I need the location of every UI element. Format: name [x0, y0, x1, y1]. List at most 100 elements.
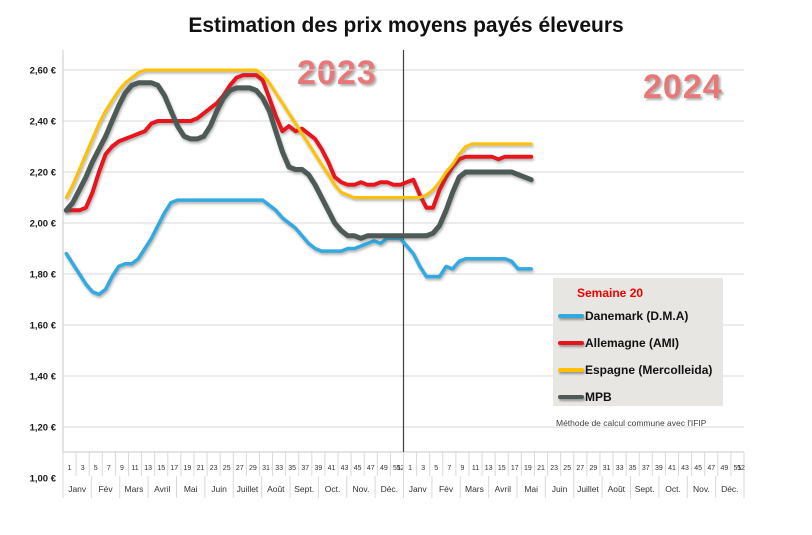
legend-item-label: Allemagne (AMI) [585, 335, 680, 350]
week-number-label: 41 [668, 465, 676, 472]
espagne-line-swatch-icon [558, 367, 584, 372]
week-number-label: 31 [603, 465, 611, 472]
week-number-label: 31 [262, 465, 270, 472]
week-number-label: 27 [236, 465, 244, 472]
y-axis-label: 2,60 € [30, 66, 57, 77]
month-label: Janv [409, 484, 428, 494]
month-label: Juillet [237, 484, 259, 494]
week-number-label: 51 [393, 465, 401, 472]
week-number-label: 33 [275, 465, 283, 472]
legend-header: Semaine 20 [577, 286, 644, 300]
week-number-label: 1 [408, 465, 412, 472]
week-number-label: 39 [314, 465, 322, 472]
series-line-espagne-mercolleida [64, 68, 533, 199]
week-number-label: 17 [170, 465, 178, 472]
y-axis-label: 2,20 € [30, 168, 57, 179]
week-number-label: 3 [81, 465, 85, 472]
week-number-label: 49 [720, 465, 728, 472]
week-number-label: 45 [694, 465, 702, 472]
week-number-label: 17 [511, 465, 519, 472]
month-label: Déc. [381, 484, 398, 494]
week-number-label: 19 [184, 465, 192, 472]
danemark-line-swatch-icon [558, 313, 584, 318]
week-number-label: 33 [616, 465, 624, 472]
legend-item-label: Espagne (Mercolleida) [585, 362, 713, 377]
week-number-label: 25 [223, 465, 231, 472]
month-label: Août [608, 484, 626, 494]
y-axis-label: 1,00 € [30, 474, 57, 485]
week-number-label: 11 [472, 465, 479, 472]
month-label: Mai [524, 484, 538, 494]
month-label: Oct. [665, 484, 681, 494]
legend-item-allemagne: Allemagne (AMI) [558, 329, 723, 356]
month-label: Déc. [721, 484, 738, 494]
series-line-allemagne-ami [64, 73, 534, 213]
week-number-label: 9 [460, 465, 464, 472]
legend-item-mpb: MPB [558, 383, 723, 410]
week-number-label: 47 [707, 465, 715, 472]
week-number-label: 13 [144, 465, 152, 472]
week-number-label: 7 [107, 465, 111, 472]
month-label: Avril [154, 484, 170, 494]
month-label: Nov. [693, 484, 710, 494]
week-number-label: 35 [288, 465, 296, 472]
week-number-label: 49 [380, 465, 388, 472]
week-number-label: 37 [642, 465, 650, 472]
series-line-danemark-d-m-a [64, 198, 533, 297]
legend-item-label: MPB [585, 389, 612, 404]
y-axis-label: 1,20 € [30, 423, 57, 434]
week-number-label: 15 [157, 465, 165, 472]
year-label-2023: 2023 [297, 54, 377, 92]
legend-item-espagne: Espagne (Mercolleida) [558, 356, 723, 383]
month-label: Nov. [353, 484, 370, 494]
month-label: Mars [124, 484, 143, 494]
week-number-label: 51 [734, 465, 742, 472]
legend-box: Semaine 20 Danemark (D.M.A) Allemagne (A… [553, 278, 723, 406]
week-number-label: 25 [563, 465, 571, 472]
week-number-label: 52 [737, 465, 745, 472]
week-number-label: 21 [197, 465, 205, 472]
month-label: Fév [98, 484, 113, 494]
week-number-label: 23 [210, 465, 218, 472]
week-number-label: 39 [655, 465, 663, 472]
week-number-label: 52 [397, 465, 405, 472]
week-number-label: 43 [681, 465, 689, 472]
week-number-label: 9 [120, 465, 124, 472]
month-label: Mai [184, 484, 198, 494]
week-number-label: 13 [485, 465, 493, 472]
y-axis-label: 1,80 € [30, 270, 57, 281]
allemagne-line-swatch-icon [558, 340, 584, 345]
week-number-label: 35 [629, 465, 637, 472]
month-label: Sept. [635, 484, 655, 494]
week-number-label: 47 [367, 465, 375, 472]
y-axis-label: 2,00 € [30, 219, 57, 230]
chart-title: Estimation des prix moyens payés éleveur… [188, 14, 624, 37]
week-number-label: 11 [131, 465, 138, 472]
month-label: Sept. [294, 484, 314, 494]
week-number-label: 45 [354, 465, 362, 472]
year-label-2024: 2024 [643, 68, 723, 106]
month-label: Août [267, 484, 285, 494]
week-number-label: 27 [576, 465, 584, 472]
legend-item-label: Danemark (D.M.A) [585, 308, 689, 323]
month-label: Fév [439, 484, 454, 494]
y-axis-label: 2,40 € [30, 117, 57, 128]
week-number-label: 3 [421, 465, 425, 472]
week-number-label: 41 [328, 465, 336, 472]
legend-item-danemark: Danemark (D.M.A) [558, 302, 723, 329]
month-label: Mars [465, 484, 484, 494]
week-number-label: 1 [68, 465, 72, 472]
week-number-label: 15 [498, 465, 506, 472]
week-number-label: 43 [341, 465, 349, 472]
month-label: Oct. [325, 484, 341, 494]
footnote: Méthode de calcul commune avec l'IFIP [556, 418, 707, 428]
week-number-label: 37 [301, 465, 309, 472]
y-axis-label: 1,60 € [30, 321, 57, 332]
month-label: Juin [211, 484, 227, 494]
week-number-label: 5 [94, 465, 98, 472]
month-label: Avril [495, 484, 511, 494]
y-axis-label: 1,40 € [30, 372, 57, 383]
month-label: Juin [552, 484, 568, 494]
